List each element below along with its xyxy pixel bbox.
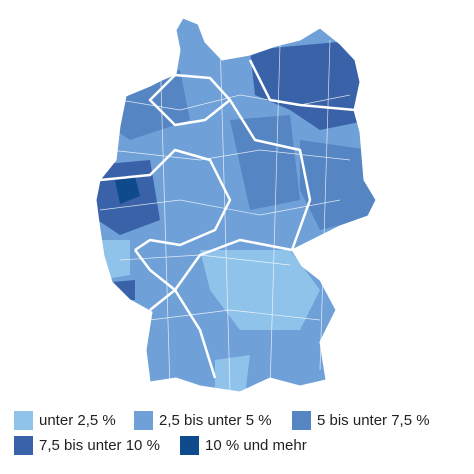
- legend-label: 10 % und mehr: [205, 437, 307, 454]
- legend-swatch: [292, 411, 311, 430]
- legend-swatch: [14, 411, 33, 430]
- legend-swatch: [180, 436, 199, 455]
- legend-label: 2,5 bis unter 5 %: [159, 412, 272, 429]
- legend-label: 7,5 bis unter 10 %: [39, 437, 160, 454]
- legend-label: 5 bis unter 7,5 %: [317, 412, 430, 429]
- legend: unter 2,5 % 2,5 bis unter 5 % 5 bis unter …: [14, 411, 430, 455]
- region: [112, 280, 135, 300]
- region: [300, 140, 376, 230]
- region: [230, 115, 300, 210]
- region: [215, 355, 250, 392]
- state-borders: [99, 59, 356, 379]
- legend-label: unter 2,5 %: [39, 412, 116, 429]
- legend-swatch: [134, 411, 153, 430]
- legend-swatch: [14, 436, 33, 455]
- region: [115, 176, 140, 204]
